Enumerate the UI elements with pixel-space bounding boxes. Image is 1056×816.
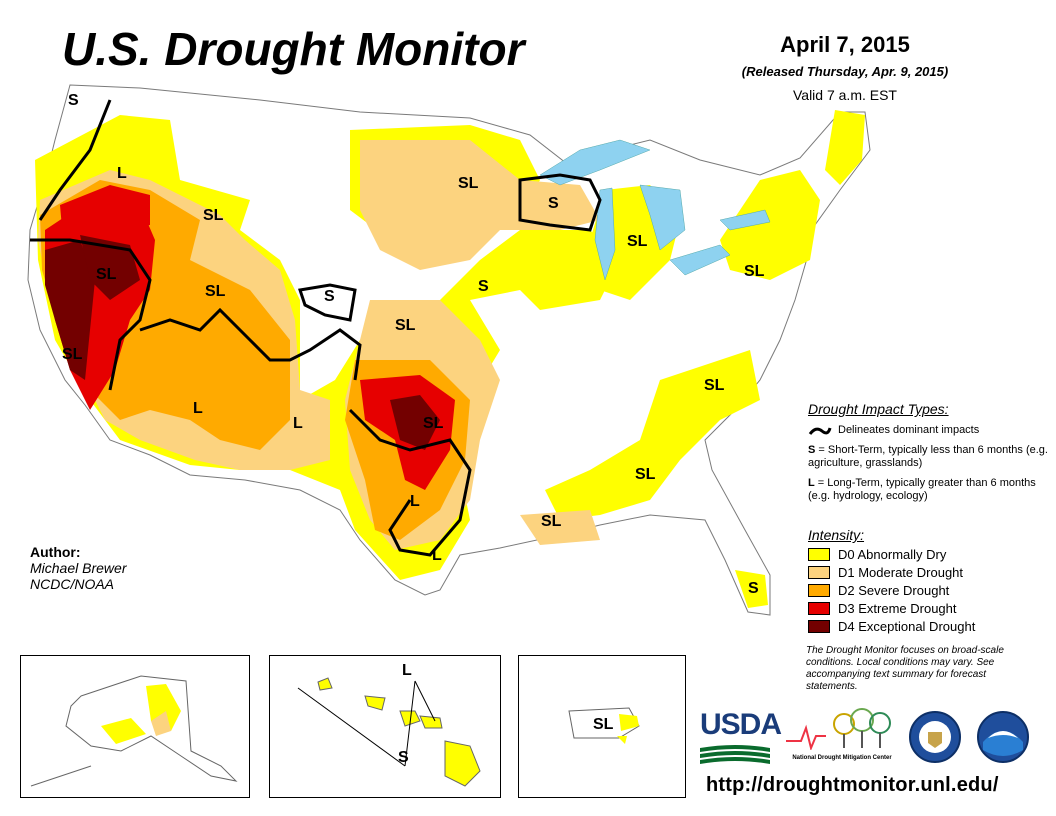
impact-label: S xyxy=(324,288,335,305)
impact-label: SL xyxy=(423,415,444,432)
d1-swatch xyxy=(808,565,830,579)
legend-item-d1: D1 Moderate Drought xyxy=(808,563,1048,581)
ndmc-line1: National xyxy=(792,755,816,761)
impact-label: S xyxy=(68,92,79,109)
impact-line-upper-midwest xyxy=(518,173,602,232)
release-date: (Released Thursday, Apr. 9, 2015) xyxy=(741,64,949,79)
hawaii-map xyxy=(297,677,481,787)
legend-item-d0: D0 Abnormally Dry xyxy=(808,545,1048,563)
short-term-text: = Short-Term, typically less than 6 mont… xyxy=(808,444,1048,469)
d4-nevada xyxy=(80,235,140,300)
long-term-row: L = Long-Term, typically greater than 6 … xyxy=(808,477,1048,503)
impact-label: SL xyxy=(704,377,725,394)
impact-legend: Drought Impact Types: Delineates dominan… xyxy=(808,401,1048,510)
d4-california xyxy=(45,240,95,380)
lake-erie xyxy=(669,244,731,276)
impact-label: S xyxy=(548,195,559,212)
impact-label: S xyxy=(478,278,489,295)
ndmc-line2: Drought Mitigation Center xyxy=(817,755,892,761)
d4-swatch xyxy=(808,619,830,633)
intensity-legend: Intensity: D0 Abnormally Dry D1 Moderate… xyxy=(808,527,1048,635)
ndmc-trees-icon xyxy=(786,708,891,752)
d4-label: D4 Exceptional Drought xyxy=(838,618,976,634)
short-term-row: S = Short-Term, typically less than 6 mo… xyxy=(808,444,1048,470)
lake-michigan xyxy=(594,187,616,281)
legend-item-d4: D4 Exceptional Drought xyxy=(808,617,1048,635)
impact-label: SL xyxy=(62,346,83,363)
delineation-line-icon xyxy=(808,427,832,435)
puerto-rico-map xyxy=(568,707,640,744)
impact-label: SL xyxy=(744,263,765,280)
author-block: Author: Michael Brewer NCDC/NOAA xyxy=(30,544,126,592)
d4-texas xyxy=(390,395,440,450)
noaa-logo-icon xyxy=(977,711,1029,763)
alaska-inset xyxy=(20,655,250,798)
impact-label: L xyxy=(293,415,303,432)
d3-swatch xyxy=(808,601,830,615)
impact-legend-heading: Drought Impact Types: xyxy=(808,401,949,417)
impact-line-west xyxy=(30,99,362,391)
lake-ontario xyxy=(719,209,771,231)
d1-label: D1 Moderate Drought xyxy=(838,564,964,580)
puerto-rico-label: SL xyxy=(593,716,614,733)
long-term-text: = Long-Term, typically greater than 6 mo… xyxy=(808,477,1036,502)
d0-swatch xyxy=(808,547,830,561)
usda-hills-icon xyxy=(700,745,770,764)
author-org: NCDC/NOAA xyxy=(30,576,115,592)
valid-time: Valid 7 a.m. EST xyxy=(792,87,897,103)
d1-gulf xyxy=(520,510,600,545)
short-term-key: S xyxy=(808,444,816,456)
impact-label: SL xyxy=(635,466,656,483)
lake-superior xyxy=(539,139,651,186)
impact-label: SL xyxy=(627,233,648,250)
d2-swatch xyxy=(808,583,830,597)
ndmc-logo: National Drought Mitigation Center xyxy=(786,706,898,766)
impact-label: SL xyxy=(541,513,562,530)
long-term-key: L xyxy=(808,477,815,489)
legend-item-d3: D3 Extreme Drought xyxy=(808,599,1048,617)
delineation-row: Delineates dominant impacts xyxy=(808,424,1048,437)
impact-label: L xyxy=(117,165,127,182)
impact-line-colorado xyxy=(298,283,357,322)
impact-label: SL xyxy=(203,207,224,224)
author-name: Michael Brewer xyxy=(30,560,127,576)
source-url[interactable]: http://droughtmonitor.unl.edu/ xyxy=(706,774,999,796)
d0-southeast xyxy=(545,350,760,520)
map-date: April 7, 2015 xyxy=(780,32,910,57)
usda-logo-text: USDA xyxy=(700,708,782,741)
impact-label: SL xyxy=(395,317,416,334)
map-title: U.S. Drought Monitor xyxy=(62,23,525,75)
impact-label: SL xyxy=(96,266,117,283)
author-heading: Author: xyxy=(30,544,81,560)
impact-line-texas xyxy=(348,408,472,557)
intensity-legend-heading: Intensity: xyxy=(808,527,865,543)
impact-label: SL xyxy=(205,283,226,300)
d3-label: D3 Extreme Drought xyxy=(838,600,957,616)
d3-oregon xyxy=(60,185,150,235)
alaska-map xyxy=(30,675,238,787)
d0-northeast xyxy=(720,170,820,280)
impact-label: SL xyxy=(458,175,479,192)
impact-label: L xyxy=(432,547,442,564)
hawaii-label-s: S xyxy=(398,749,409,766)
d2-label: D2 Severe Drought xyxy=(838,582,950,598)
usda-logo: USDA xyxy=(700,708,782,764)
d0-florida xyxy=(735,570,768,608)
hawaii-inset: L S xyxy=(269,655,501,798)
d1-plains xyxy=(360,140,600,270)
legend-item-d2: D2 Severe Drought xyxy=(808,581,1048,599)
ndmc-caption: National Drought Mitigation Center xyxy=(786,755,898,762)
doc-seal-icon xyxy=(909,711,961,763)
impact-label: L xyxy=(410,493,420,510)
hawaii-label-l: L xyxy=(402,662,412,679)
impact-label: S xyxy=(748,580,759,597)
puerto-rico-inset: SL xyxy=(518,655,686,798)
impact-label: L xyxy=(193,400,203,417)
disclaimer-note: The Drought Monitor focuses on broad-sca… xyxy=(806,645,1004,692)
d0-label: D0 Abnormally Dry xyxy=(838,546,947,562)
delineation-text: Delineates dominant impacts xyxy=(838,424,980,436)
lake-huron xyxy=(639,184,686,251)
d0-new-england xyxy=(825,110,865,185)
